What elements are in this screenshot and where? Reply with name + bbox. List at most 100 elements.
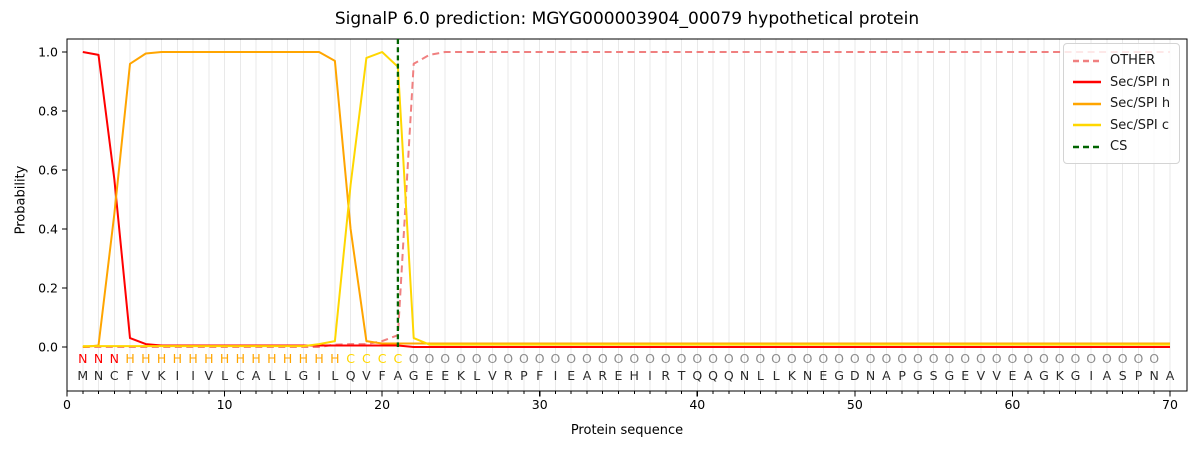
sequence-letter: L [284,368,292,383]
sequence-letter: S [1118,368,1127,383]
region-label-letter: O [739,351,750,366]
region-label-letter: N [78,351,88,366]
x-tick-label: 10 [216,397,233,412]
region-label-letter: O [849,351,860,366]
region-label-letter: H [282,351,293,366]
legend-line-swatch [1073,123,1101,127]
sequence-letter: E [1008,368,1017,383]
region-label-letter: C [377,351,387,366]
sequence-letter: V [362,368,371,383]
sequence-letter: N [93,368,104,383]
x-tick-label: 0 [63,397,71,412]
region-label-letter: H [267,351,277,366]
region-label-letter: H [251,351,261,366]
sequence-letter: T [677,368,686,383]
sequence-letter: H [629,368,639,383]
region-label-letter: O [440,351,451,366]
legend-label: CS [1110,139,1128,155]
sequence-letter: P [1134,368,1143,383]
sequence-letter: E [567,368,576,383]
region-label-letter: H [204,351,214,366]
chart-title: SignalP 6.0 prediction: MGYG000003904_00… [334,9,920,29]
region-label-letter: N [109,351,119,366]
region-label-letter: O [928,351,939,366]
sequence-letter: K [787,368,796,383]
legend-line-swatch [1073,102,1101,106]
region-label-letter: H [330,351,340,366]
x-tick-label: 60 [1004,397,1021,412]
region-label-letter: O [1086,351,1097,366]
region-label-letter: H [125,351,135,366]
region-label-letter: O [897,351,908,366]
sequence-letter: I [1089,368,1094,383]
sequence-letter: N [802,368,813,383]
sequence-letter: Q [723,368,734,383]
sequence-letter: E [425,368,434,383]
region-label-letter: O [503,351,514,366]
legend-line-swatch [1073,80,1101,84]
region-label-letter: C [362,351,371,366]
sequence-letter: E [961,368,970,383]
sequence-letter: R [661,368,671,383]
sequence-letter: F [536,368,544,383]
region-label-letter: O [550,351,561,366]
sequence-letter: A [882,368,891,383]
region-label-letter: O [802,351,813,366]
region-label-letter: O [865,351,876,366]
region-label-letter: O [629,351,640,366]
sequence-letter: M [77,368,89,383]
sequence-letter: R [598,368,608,383]
sequence-letter: A [1165,368,1175,383]
legend-label: Sec/SPI n [1110,74,1171,90]
sequence-letter: L [756,368,764,383]
x-tick-label: 40 [689,397,706,412]
sequence-letter: E [614,368,623,383]
region-label-letter: O [519,351,529,366]
region-label-letter: N [93,351,104,366]
sequence-letter: G [1070,368,1081,383]
region-label-letter: O [676,351,687,366]
region-label-letter: O [708,351,718,366]
sequence-letter: V [141,368,151,383]
sequence-letter: V [992,368,1001,383]
legend-item: CS [1073,136,1170,158]
sequence-letter: D [850,368,860,383]
sequence-letter: A [1102,368,1112,383]
sequence-letter: G [298,368,309,383]
region-label-letter: O [1054,351,1065,366]
sequence-letter: Q [708,368,718,383]
sequence-letter: L [221,368,229,383]
sequence-letter: L [268,368,276,383]
y-tick-label: 1.0 [38,44,58,60]
region-label-letter: C [346,351,355,366]
sequence-letter: A [251,368,261,383]
region-label-letter: O [1133,351,1144,366]
sequence-letter: F [126,368,134,383]
sequence-letter: G [913,368,923,383]
sequence-letter: K [1055,368,1064,383]
sequence-letter: N [865,368,876,383]
region-label-letter: O [881,351,892,366]
region-label-letter: O [613,351,624,366]
region-label-letter: O [424,351,435,366]
sequence-letter: G [944,368,955,383]
sequence-letter: E [441,368,450,383]
sequence-letter: I [553,368,558,383]
x-tick-label: 20 [374,397,391,412]
series-line-sec-spi-c [82,51,1170,348]
region-label-letter: H [235,351,246,366]
sequence-letter: K [456,368,466,383]
region-label-letter: O [771,351,781,366]
sequence-letter: F [378,368,386,383]
sequence-letter: C [109,368,119,383]
sequence-letter: Q [345,368,356,383]
sequence-letter: Q [692,368,703,383]
legend-label: Sec/SPI h [1110,96,1171,112]
x-axis-label: Protein sequence [570,423,684,438]
sequence-letter: R [503,368,513,383]
legend-line-swatch [1073,59,1101,63]
sequence-letter: E [819,368,828,383]
region-label-letter: O [471,351,482,366]
y-tick-label: 0.0 [38,339,58,355]
sequence-letter: K [157,368,166,383]
